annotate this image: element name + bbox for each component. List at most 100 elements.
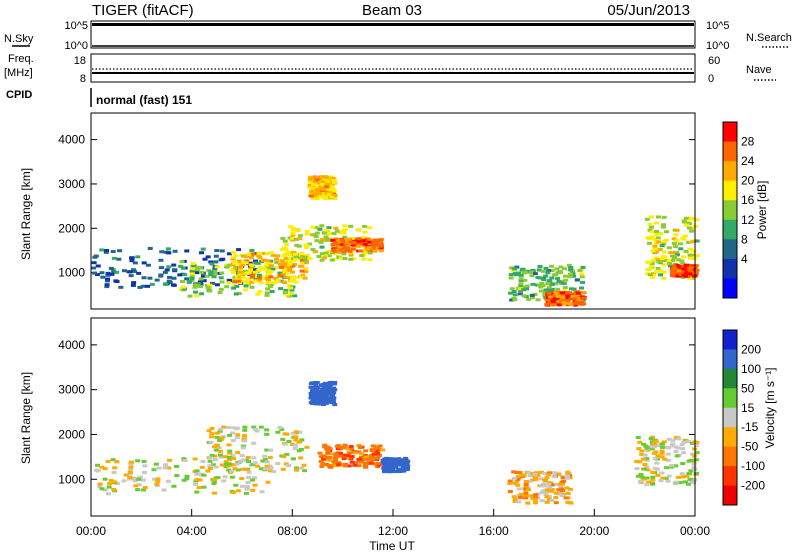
- echo-cell: [235, 436, 241, 440]
- echo-cell: [258, 281, 264, 285]
- echo-cell: [555, 277, 561, 281]
- echo-cell: [638, 472, 644, 476]
- echo-cell: [234, 284, 240, 288]
- echo-cell: [382, 470, 388, 474]
- echo-cell: [240, 260, 246, 264]
- echo-cell: [567, 275, 573, 279]
- echo-cell: [658, 273, 664, 277]
- echo-cell: [348, 257, 354, 261]
- echo-cell: [682, 234, 688, 238]
- echo-cell: [690, 253, 696, 257]
- echo-cell: [539, 499, 545, 503]
- echo-cell: [308, 186, 314, 190]
- echo-cell: [327, 237, 333, 241]
- echo-cell: [641, 442, 647, 446]
- echo-cell: [218, 287, 224, 291]
- echo-cell: [370, 245, 376, 249]
- echo-cell: [327, 464, 333, 468]
- echo-cell: [135, 488, 141, 492]
- echo-cell: [520, 285, 526, 289]
- echo-cell: [153, 462, 159, 466]
- echo-cell: [365, 457, 371, 461]
- freq-left-tick-bottom: 8: [80, 73, 86, 85]
- echo-cell: [657, 247, 663, 251]
- echo-cell: [538, 289, 544, 293]
- echo-cell: [356, 227, 362, 231]
- echo-cell: [374, 446, 380, 450]
- echo-cell: [349, 236, 355, 240]
- echo-cell: [210, 463, 216, 467]
- echo-cell: [290, 233, 296, 237]
- echo-cell: [230, 454, 236, 458]
- echo-cell: [114, 270, 120, 274]
- echo-cell: [547, 300, 553, 304]
- echo-cell: [250, 462, 256, 466]
- echo-cell: [533, 477, 539, 481]
- echo-cell: [245, 481, 251, 485]
- echo-cell: [264, 464, 270, 468]
- echo-cell: [647, 273, 653, 277]
- echo-cell: [100, 275, 106, 279]
- echo-cell: [326, 249, 332, 253]
- echo-cell: [290, 231, 296, 235]
- echo-cell: [235, 468, 241, 472]
- echo-cell: [275, 462, 281, 466]
- echo-cell: [362, 242, 368, 246]
- echo-cell: [380, 460, 386, 464]
- echo-cell: [140, 284, 146, 288]
- echo-cell: [201, 279, 207, 283]
- echo-cell: [181, 285, 187, 289]
- echo-cell: [647, 260, 653, 264]
- colorbar-swatch: [723, 239, 737, 260]
- echo-cell: [348, 224, 354, 228]
- echo-cell: [362, 224, 368, 228]
- echo-cell: [251, 476, 257, 480]
- echo-cell: [293, 237, 299, 241]
- echo-cell: [319, 464, 325, 468]
- echo-cell: [99, 248, 105, 252]
- echo-cell: [375, 243, 381, 247]
- echo-cell: [281, 270, 287, 274]
- echo-cell: [666, 474, 672, 478]
- echo-cell: [268, 448, 274, 452]
- echo-cell: [132, 477, 138, 481]
- echo-cell: [293, 280, 299, 284]
- echo-cell: [327, 458, 333, 462]
- echo-cell: [237, 259, 243, 263]
- echo-cell: [252, 268, 258, 272]
- echo-cell: [252, 279, 258, 283]
- echo-cell: [249, 263, 255, 267]
- echo-cell: [541, 278, 547, 282]
- echo-cell: [330, 243, 336, 247]
- echo-cell: [332, 248, 338, 252]
- colorbar-swatch: [723, 200, 737, 221]
- echo-cell: [296, 440, 302, 444]
- echo-cell: [145, 284, 151, 288]
- echo-cell: [404, 467, 410, 471]
- echo-cell: [655, 215, 661, 219]
- echo-cell: [659, 244, 665, 248]
- echo-cell: [663, 476, 669, 480]
- echo-cell: [645, 236, 651, 240]
- echo-cell: [650, 470, 656, 474]
- echo-cell: [131, 281, 137, 285]
- echo-cell: [292, 446, 298, 450]
- echo-cell: [290, 431, 296, 435]
- echo-cell: [374, 449, 380, 453]
- echo-cell: [518, 473, 524, 477]
- echo-cell: [308, 194, 314, 198]
- echo-cell: [686, 264, 692, 268]
- echo-cell: [129, 460, 135, 464]
- echo-cell: [320, 180, 326, 184]
- echo-cell: [104, 285, 110, 289]
- echo-cell: [636, 474, 642, 478]
- echo-cell: [314, 390, 320, 394]
- echo-cell: [102, 467, 108, 471]
- colorbar-swatch: [723, 349, 737, 370]
- echo-cell: [342, 446, 348, 450]
- echo-cell: [532, 475, 538, 479]
- echo-cell: [319, 245, 325, 249]
- echo-cell: [367, 226, 373, 230]
- echo-cell: [690, 227, 696, 231]
- echo-cell: [673, 450, 679, 454]
